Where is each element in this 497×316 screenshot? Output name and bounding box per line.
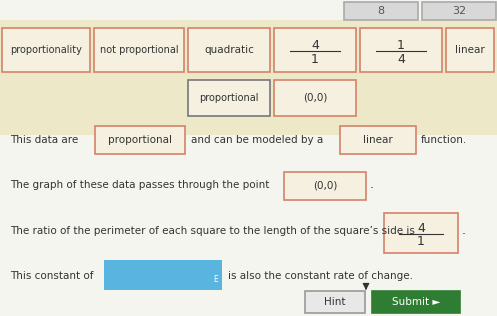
Text: (0,0): (0,0) [313, 181, 337, 191]
Bar [372, 291, 460, 313]
Bar [340, 126, 416, 154]
Text: E: E [213, 275, 218, 284]
Bar [274, 28, 356, 72]
Text: is also the constant rate of change.: is also the constant rate of change. [228, 271, 413, 281]
Text: 8: 8 [377, 6, 385, 16]
Text: proportional: proportional [199, 93, 259, 103]
Text: Submit ►: Submit ► [392, 297, 440, 307]
Bar [360, 28, 442, 72]
Bar [305, 291, 365, 313]
Text: linear: linear [363, 135, 393, 145]
Bar [284, 172, 366, 200]
Bar [94, 28, 184, 72]
Text: quadratic: quadratic [204, 45, 254, 55]
Text: 4: 4 [417, 222, 425, 235]
Text: 1: 1 [417, 235, 425, 248]
Text: (0,0): (0,0) [303, 93, 327, 103]
Text: proportionality: proportionality [10, 45, 82, 55]
Bar [344, 2, 418, 20]
Text: proportional: proportional [108, 135, 172, 145]
Bar [188, 80, 270, 116]
Bar [274, 80, 356, 116]
Text: linear: linear [455, 45, 485, 55]
Bar [446, 28, 494, 72]
Bar [2, 28, 90, 72]
Text: and can be modeled by a: and can be modeled by a [191, 135, 323, 145]
Bar [95, 126, 185, 154]
Text: The graph of these data passes through the point: The graph of these data passes through t… [10, 180, 269, 190]
Text: This data are: This data are [10, 135, 78, 145]
Text: This constant of: This constant of [10, 271, 93, 281]
Text: 32: 32 [452, 6, 466, 16]
Text: function.: function. [421, 135, 467, 145]
Bar [422, 2, 496, 20]
Text: 1: 1 [311, 53, 319, 66]
Text: 4: 4 [397, 53, 405, 66]
Bar [384, 213, 458, 253]
Text: 4: 4 [311, 39, 319, 52]
Bar [188, 28, 270, 72]
Text: 1: 1 [397, 39, 405, 52]
Text: The ratio of the perimeter of each square to the length of the square’s side is: The ratio of the perimeter of each squar… [10, 226, 415, 236]
Text: .: . [370, 179, 374, 191]
Bar [0, 20, 497, 135]
Text: Hint: Hint [324, 297, 346, 307]
Text: .: . [462, 224, 466, 238]
Bar [104, 260, 222, 290]
Text: not proportional: not proportional [100, 45, 178, 55]
